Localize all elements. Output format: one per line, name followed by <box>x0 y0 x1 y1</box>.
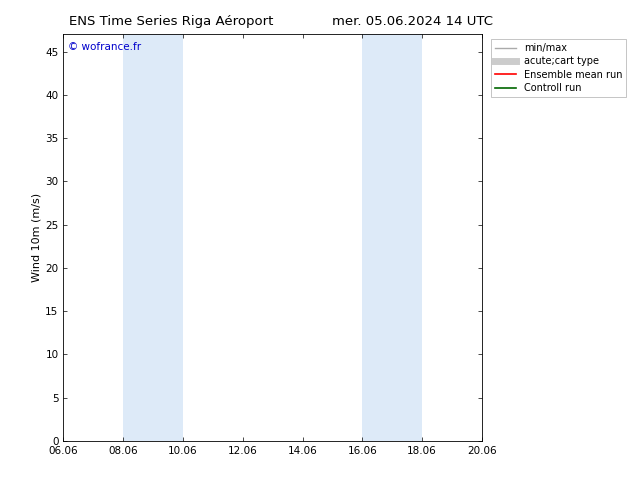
Y-axis label: Wind 10m (m/s): Wind 10m (m/s) <box>31 193 41 282</box>
Bar <box>150 34 183 441</box>
Legend: min/max, acute;cart type, Ensemble mean run, Controll run: min/max, acute;cart type, Ensemble mean … <box>491 39 626 97</box>
Text: ENS Time Series Riga Aéroport: ENS Time Series Riga Aéroport <box>69 15 273 28</box>
Text: © wofrance.fr: © wofrance.fr <box>68 43 141 52</box>
Bar <box>362 34 389 441</box>
Text: mer. 05.06.2024 14 UTC: mer. 05.06.2024 14 UTC <box>332 15 493 28</box>
Bar <box>389 34 422 441</box>
Bar <box>123 34 150 441</box>
